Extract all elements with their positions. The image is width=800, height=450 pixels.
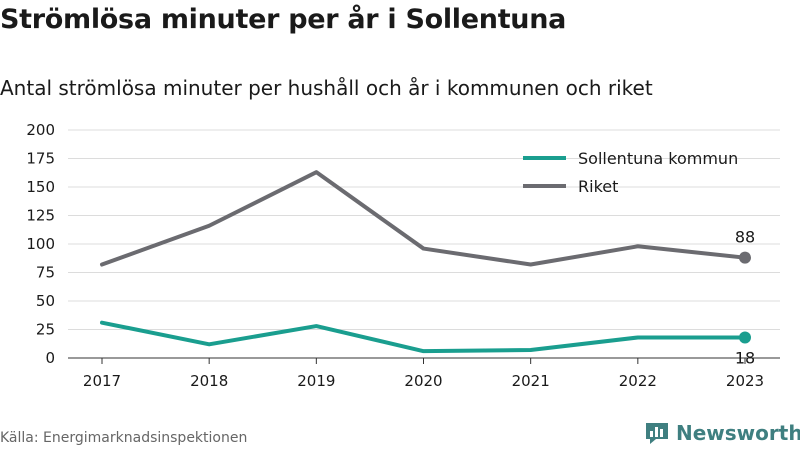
series-line-1	[100, 170, 747, 267]
source-note: Källa: Energimarknadsinspektionen	[0, 430, 248, 446]
brand-logo: Newsworthy	[644, 419, 800, 447]
end-value-label: 18	[735, 348, 755, 367]
x-tick-label: 2017	[83, 372, 121, 390]
x-tick-label: 2019	[297, 372, 335, 390]
brand-name: Newsworthy	[676, 421, 800, 445]
y-tick-label: 25	[36, 321, 55, 339]
legend: Sollentuna kommun Riket	[523, 149, 738, 196]
legend-label: Sollentuna kommun	[578, 149, 738, 168]
grid-lines	[68, 129, 780, 330]
y-tick-label: 50	[36, 292, 55, 310]
y-tick-label: 0	[45, 349, 55, 367]
chart-title: Strömlösa minuter per år i Sollentuna	[0, 4, 567, 35]
y-tick-label: 200	[26, 121, 55, 139]
end-point-marker-1	[739, 251, 751, 264]
y-axis-ticks: 0 25 50 75 100 125 150 175 200	[26, 121, 55, 367]
end-value-label: 88	[735, 228, 755, 247]
x-tick-label: 2022	[619, 372, 657, 390]
x-tick-label: 2018	[190, 372, 228, 390]
end-point-marker-0	[739, 331, 751, 344]
x-tick-label: 2021	[512, 372, 550, 390]
bar-chart-speech-bubble-icon	[646, 423, 668, 444]
chart-subtitle: Antal strömlösa minuter per hushåll och …	[0, 76, 653, 100]
y-tick-label: 125	[26, 207, 55, 225]
y-tick-label: 175	[26, 150, 55, 168]
legend-label: Riket	[578, 177, 618, 196]
series-line-0	[100, 320, 747, 354]
y-tick-label: 75	[36, 264, 55, 282]
y-tick-label: 150	[26, 178, 55, 196]
x-tick-label: 2020	[404, 372, 442, 390]
series-lines	[100, 170, 747, 354]
end-markers: 88 18	[735, 228, 755, 368]
x-tick-label: 2023	[726, 372, 764, 390]
x-axis: 2017 2018 2019 2020 2021 2022 2023	[68, 357, 780, 390]
y-tick-label: 100	[26, 235, 55, 253]
